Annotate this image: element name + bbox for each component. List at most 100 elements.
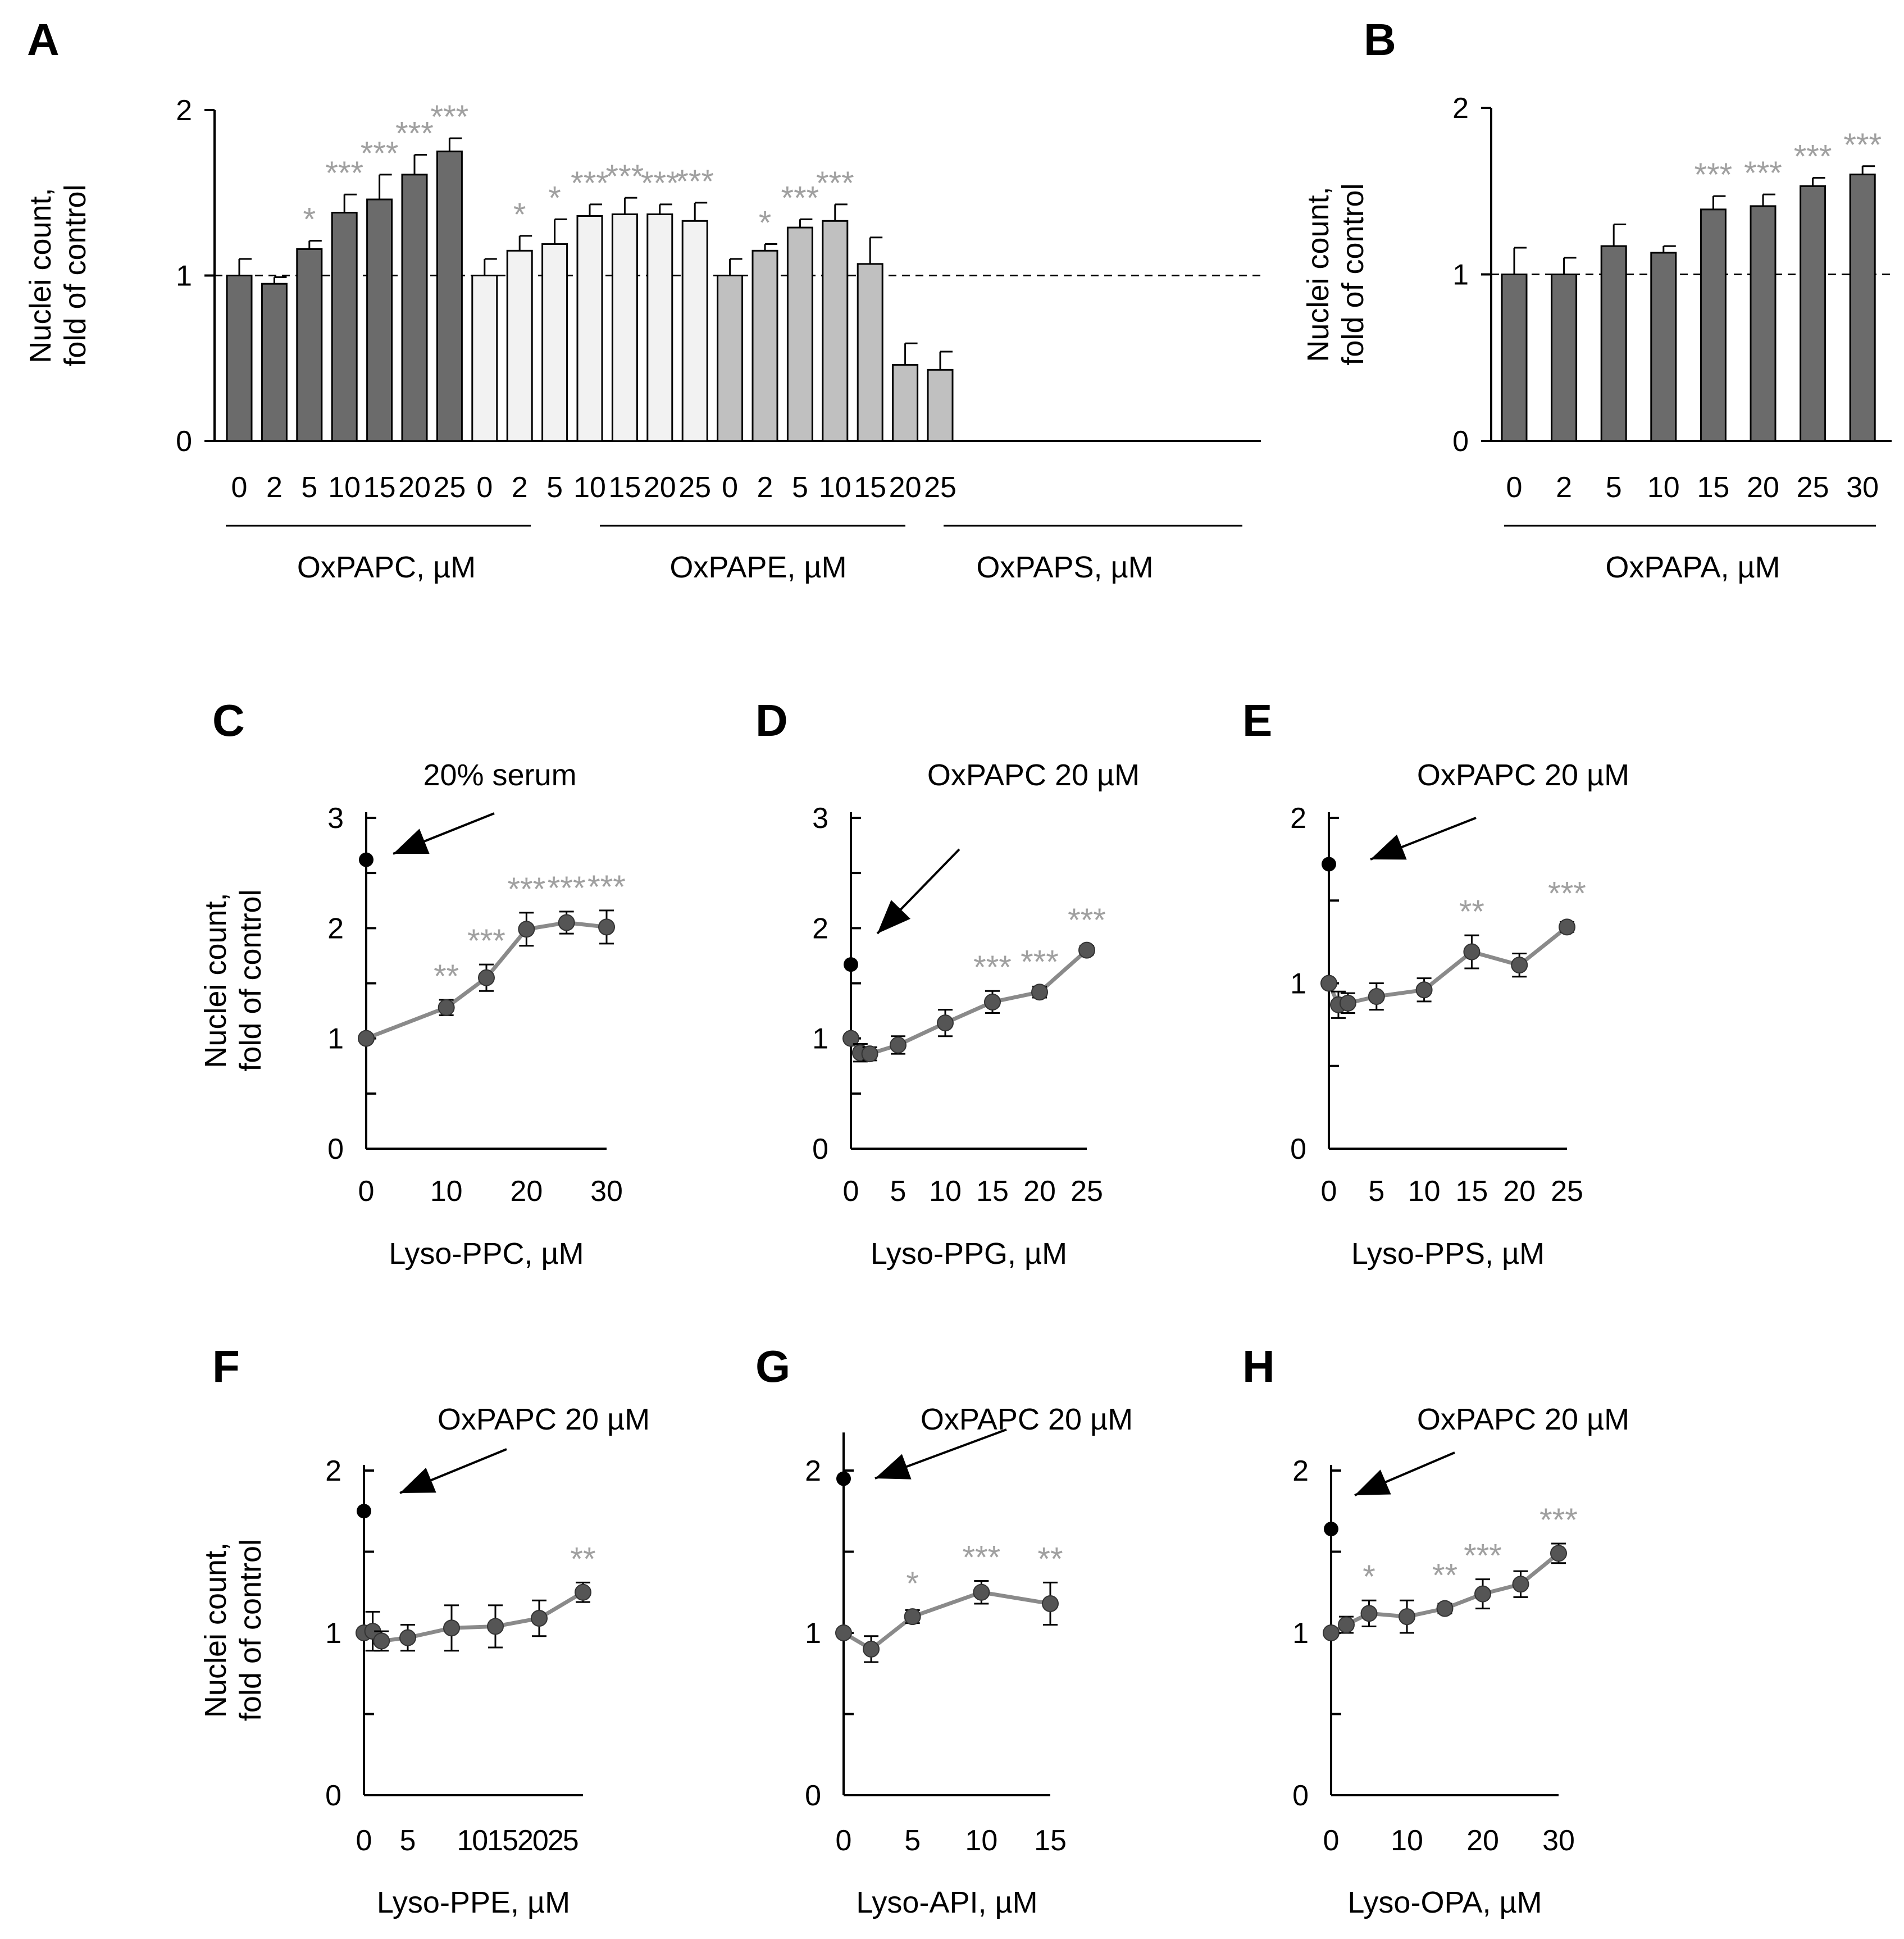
bar [717,275,744,442]
panel-label: A [27,15,60,65]
arrowhead [875,1454,912,1480]
x-tick-label: 10 [1391,1824,1423,1857]
x-tick-label: 30 [1846,471,1879,504]
x-tick-label: 0 [1323,1824,1340,1857]
x-tick-label: 2 [512,471,528,504]
x-tick-label: 5 [1606,471,1622,504]
data-point [558,914,575,931]
x-tick-label: 0 [1506,471,1523,504]
y-tick-label: 2 [1452,92,1469,125]
x-tick-label: 15 [1034,1824,1067,1857]
y-tick-label: 3 [812,802,828,835]
x-tick-label: 10 [929,1175,962,1208]
bar [471,275,498,442]
x-tick-label: 15 [976,1175,1009,1208]
y-axis-label-line1: Nuclei count, [1301,186,1335,362]
significance-stars: *** [507,871,545,908]
y-tick-label: 2 [805,1455,821,1487]
reference-point [1322,857,1336,872]
y-axis-label: Nuclei count, fold of control [199,889,267,1071]
y-tick-label: 2 [327,912,344,945]
significance-stars: ** [434,958,459,995]
x-axis-label: Lyso-OPA, µM [1347,1886,1542,1919]
bar [261,283,288,442]
significance-stars: *** [1539,1502,1578,1539]
bar [857,263,883,442]
significance-stars: *** [571,165,609,202]
x-tick-label: 15 [1697,471,1729,504]
x-tick-label: 20 [1503,1175,1536,1208]
panel-label: H [1242,1341,1275,1391]
data-point [1415,981,1433,999]
bar [1800,185,1826,442]
x-tick-label: 15 [854,471,886,504]
significance-stars: * [548,180,561,216]
bar [576,215,603,442]
y-tick-label: 2 [1292,1455,1309,1487]
data-point [1474,1585,1491,1603]
x-tick-label: 15 [363,471,396,504]
significance-stars: ** [570,1541,595,1577]
data-point [1550,1545,1567,1562]
bar [1600,245,1627,442]
significance-stars: * [1363,1559,1375,1595]
reference-point [836,1471,851,1486]
significance-stars: *** [816,165,854,202]
bar [646,213,673,442]
bar [1700,208,1727,442]
x-tick-label: 20 [510,1175,543,1208]
significance-stars: * [513,197,526,233]
significance-stars: *** [973,949,1012,986]
bar [822,220,849,442]
bar [506,249,533,442]
significance-stars: *** [1464,1538,1502,1574]
group-label: OxPAPC, µM [297,550,476,584]
data-point [1360,1605,1378,1622]
data-point [531,1609,548,1627]
bar [1501,274,1528,442]
y-axis-label: Nuclei count, fold of control [24,184,92,366]
significance-stars: *** [1021,944,1059,980]
data-point [1338,1616,1355,1633]
data-point [1368,988,1385,1005]
significance-stars: *** [676,163,714,200]
bar [751,249,778,442]
x-tick-label: 20 [398,471,431,504]
data-point [1436,1600,1454,1617]
bar [296,248,323,442]
x-tick-label: 0 [476,471,493,504]
bar [331,212,358,442]
bar [401,174,428,442]
y-tick-label: 1 [805,1617,821,1650]
data-point [904,1608,921,1626]
bar [892,364,919,442]
y-tick-label: 1 [327,1023,344,1055]
x-tick-label: 0 [836,1824,852,1857]
x-tick-label: 0 [358,1175,375,1208]
bar [1650,252,1677,442]
significance-stars: *** [1794,139,1832,175]
y-axis-label-line1: Nuclei count, [24,188,57,363]
x-tick-label: 2 [757,471,773,504]
data-point [598,918,615,936]
data-point [984,993,1001,1011]
data-point [1323,1624,1340,1641]
x-tick-label: 5 [301,471,317,504]
panel-label: E [1242,695,1272,745]
y-tick-label: 1 [176,260,192,293]
group-label: OxPAPS, µM [976,550,1153,584]
data-point [358,1030,375,1047]
x-tick-label: 5 [546,471,563,504]
panel-label: B [1364,15,1396,65]
x-tick-label: 20 [1466,1824,1499,1857]
significance-stars: ** [1037,1541,1063,1577]
y-axis-label: Nuclei count, fold of control [199,1539,267,1721]
x-tick-label: 5 [890,1175,907,1208]
y-tick-label: 0 [805,1779,821,1812]
y-tick-label: 1 [1452,259,1469,292]
x-tick-label: 5 [400,1824,416,1857]
x-axis-label: Lyso-PPS, µM [1351,1237,1545,1271]
x-tick-label: 2 [266,471,283,504]
x-tick-label: 0 [1321,1175,1337,1208]
